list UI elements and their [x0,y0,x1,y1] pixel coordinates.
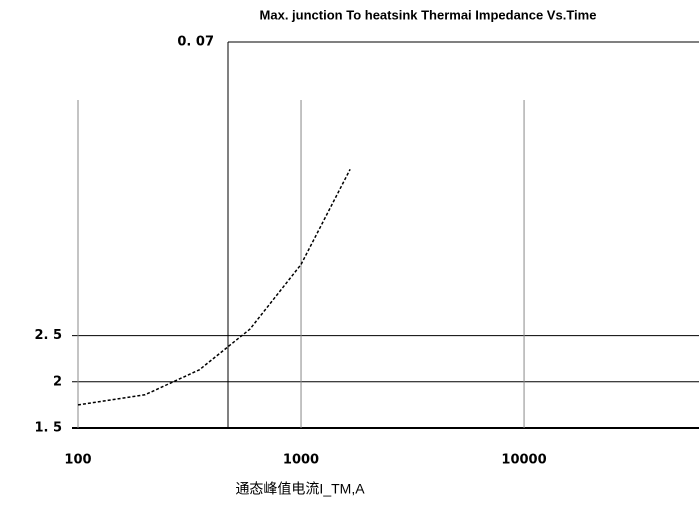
chart-title: Max. junction To heatsink Thermai Impeda… [260,7,597,22]
y-tick-label: 2 [53,374,62,389]
x-axis-label: 通态峰值电流I_TM,A [235,481,365,497]
y-tick-label: 2. 5 [34,328,62,343]
x-tick-label: 100 [64,453,91,468]
data-line [77,168,351,406]
x-tick-label: 1000 [283,453,319,468]
y-tick-label: 0. 07 [177,35,214,50]
x-tick-label: 10000 [501,453,546,468]
y-tick-label: 1. 5 [34,421,62,436]
